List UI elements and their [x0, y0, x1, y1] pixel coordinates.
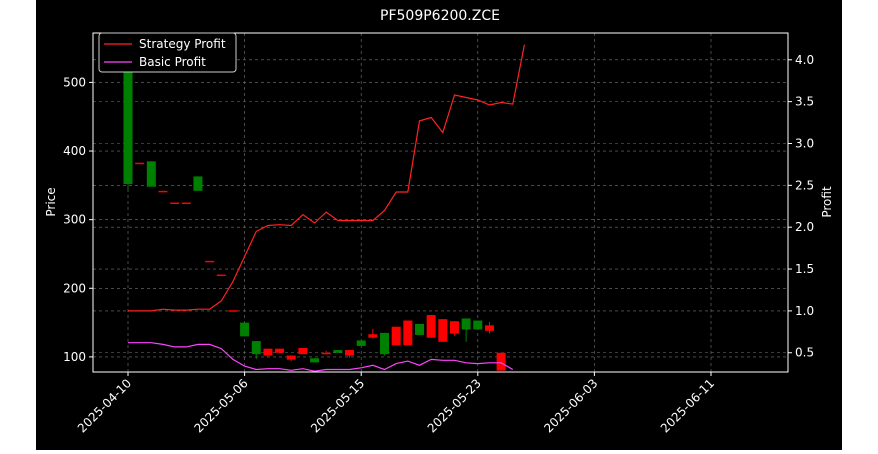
y-tick-label-left: 500 — [63, 75, 86, 89]
candle-body — [123, 33, 133, 184]
candle-body — [473, 320, 483, 330]
candle-body — [158, 190, 168, 193]
candle-body — [298, 347, 308, 355]
candle-body — [135, 162, 145, 165]
y-tick-label-left: 400 — [63, 144, 86, 158]
candle-body — [275, 348, 285, 353]
legend-box — [98, 32, 237, 73]
candle-body — [496, 352, 506, 371]
candle-body — [415, 323, 424, 335]
candle-body — [426, 315, 436, 338]
y-tick-label-right: 2.0 — [795, 220, 814, 234]
y-tick-label-right: 1.0 — [795, 304, 814, 318]
candle-body — [333, 350, 343, 353]
candle-body — [263, 348, 273, 356]
candle-body — [251, 341, 261, 355]
candle-body — [403, 320, 413, 346]
strategy-profit-line — [128, 44, 525, 312]
candle-body — [321, 352, 331, 355]
candle-body — [240, 322, 250, 337]
candle-body — [368, 334, 378, 338]
candle-body — [216, 274, 226, 277]
y-tick-label-right: 0.5 — [795, 346, 814, 360]
y-tick-label-right: 3.0 — [795, 136, 814, 150]
candles — [123, 33, 506, 371]
candle-body — [193, 176, 203, 191]
profit-lines — [128, 44, 525, 372]
candle-body — [345, 350, 355, 356]
y-axis-label-left: Price — [44, 187, 58, 216]
candle-body — [461, 318, 471, 330]
candle-body — [170, 202, 180, 204]
legend: Strategy Profit Basic Profit — [98, 32, 237, 73]
legend-label-basic: Basic Profit — [139, 55, 206, 69]
y-tick-label-right: 3.5 — [795, 95, 814, 109]
candle-body — [449, 321, 459, 334]
candle-body — [438, 319, 448, 342]
candle-body — [181, 202, 191, 204]
candle-body — [228, 310, 238, 312]
candle-body — [286, 355, 296, 360]
y-tick-label-right: 2.5 — [795, 178, 814, 192]
chart-title: PF509P6200.ZCE — [380, 8, 500, 24]
basic-profit-line — [128, 342, 514, 372]
candle-body — [310, 358, 320, 363]
candle-body — [205, 260, 215, 263]
plot-frame — [92, 32, 789, 373]
candle-body — [356, 340, 366, 346]
y-tick-label-left: 200 — [63, 281, 86, 295]
candle-body — [391, 326, 401, 346]
candle-body — [380, 332, 390, 355]
y-tick-label-left: 100 — [63, 350, 86, 364]
y-tick-label-right: 1.5 — [795, 262, 814, 276]
chart-background — [36, 0, 842, 450]
y-tick-label-left: 300 — [63, 213, 86, 227]
y-tick-label-right: 4.0 — [795, 53, 814, 67]
candle-body — [146, 161, 156, 187]
candle-body — [484, 325, 494, 331]
y-axis-label-right: Profit — [820, 186, 834, 218]
legend-label-strategy: Strategy Profit — [139, 37, 226, 51]
